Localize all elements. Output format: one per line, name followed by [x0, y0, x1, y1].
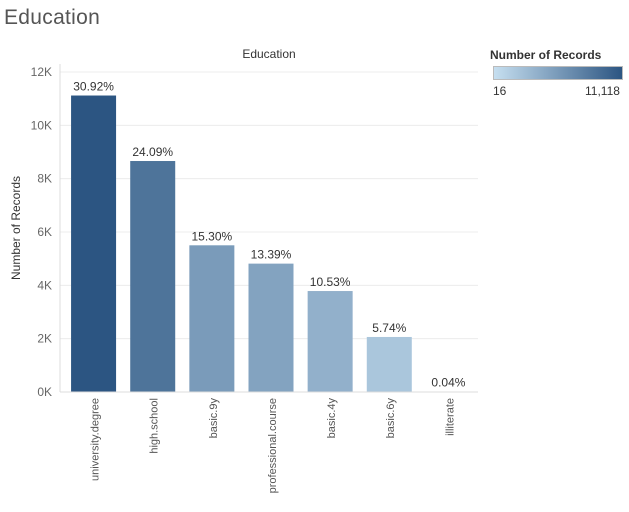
data-label: 30.92% — [73, 80, 114, 94]
data-label: 15.30% — [192, 229, 233, 243]
chart-title: Education — [242, 47, 295, 61]
y-axis: 0K 2K 4K 6K 8K 10K 12K — [31, 64, 478, 399]
x-tick-label: illiterate — [444, 398, 456, 436]
bar-basic-9y[interactable] — [189, 245, 235, 392]
legend-min-label: 16 — [493, 84, 507, 98]
bar-basic-6y[interactable] — [366, 336, 412, 392]
legend-gradient — [493, 66, 623, 80]
y-tick-label: 12K — [31, 65, 52, 79]
data-label: 0.04% — [431, 376, 465, 390]
y-axis-title: Number of Records — [9, 176, 23, 280]
y-tick-label: 10K — [31, 118, 52, 132]
bars — [71, 95, 471, 393]
legend-max-label: 11,118 — [585, 84, 620, 98]
bar-professional-course[interactable] — [248, 263, 294, 392]
data-label: 24.09% — [132, 145, 173, 159]
data-label: 10.53% — [310, 275, 351, 289]
data-label: 5.74% — [372, 321, 406, 335]
data-label: 13.39% — [251, 248, 292, 262]
x-tick-label: professional.course — [267, 398, 279, 493]
bar-university-degree[interactable] — [71, 95, 117, 393]
x-tick-label: basic.6y — [385, 398, 397, 439]
y-tick-label: 4K — [37, 278, 52, 292]
bar-high-school[interactable] — [130, 161, 176, 392]
x-tick-label: university.degree — [89, 398, 101, 481]
data-labels: 30.92% 24.09% 15.30% 13.39% 10.53% 5.74% 0.04% — [73, 80, 466, 390]
y-tick-label: 8K — [37, 172, 52, 186]
legend-title: Number of Records — [490, 48, 602, 62]
color-legend: Number of Records 16 11,118 — [490, 48, 629, 98]
y-tick-label: 0K — [37, 385, 52, 399]
bar-basic-4y[interactable] — [307, 291, 353, 392]
y-tick-label: 6K — [37, 225, 52, 239]
y-tick-label: 2K — [37, 332, 52, 346]
x-tick-label: basic.4y — [326, 398, 338, 439]
sheet-title: Education — [4, 6, 101, 29]
x-axis: university.degree high.school basic.9y prof… — [89, 398, 456, 494]
x-tick-label: high.school — [149, 398, 161, 454]
x-tick-label: basic.9y — [208, 398, 220, 439]
